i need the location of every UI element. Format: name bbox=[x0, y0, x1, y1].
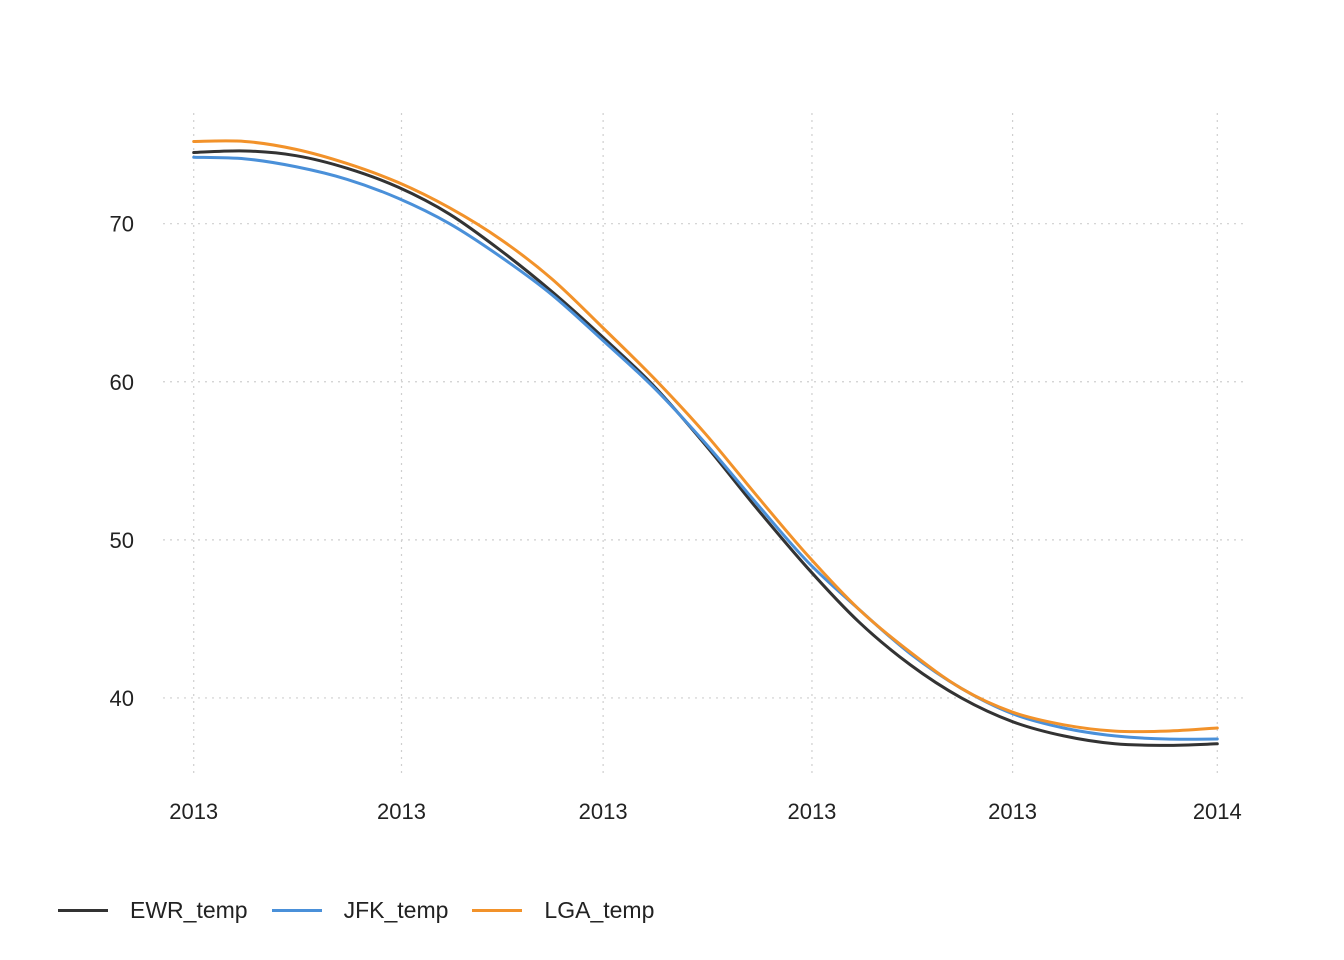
series-lines bbox=[192, 139, 1219, 747]
legend: EWR_temp JFK_temp LGA_temp bbox=[58, 890, 678, 930]
grid-lines bbox=[163, 113, 1248, 777]
legend-swatch bbox=[58, 908, 108, 912]
y-tick-label: 60 bbox=[110, 370, 134, 395]
y-tick-label: 40 bbox=[110, 686, 134, 711]
legend-item-lga-temp: LGA_temp bbox=[472, 897, 654, 924]
x-tick-label: 2013 bbox=[579, 799, 628, 824]
legend-swatch bbox=[472, 908, 523, 912]
x-tick-label: 2013 bbox=[169, 799, 218, 824]
y-tick-label: 70 bbox=[110, 212, 134, 237]
x-tick-label: 2013 bbox=[787, 799, 836, 824]
legend-item-ewr-temp: EWR_temp bbox=[58, 897, 248, 924]
legend-label: EWR_temp bbox=[130, 896, 248, 923]
series-line-ewr-temp bbox=[192, 149, 1219, 747]
series-line-jfk-temp bbox=[192, 155, 1219, 741]
legend-label: JFK_temp bbox=[343, 896, 449, 923]
y-axis-tick-labels: 40 50 60 70 bbox=[110, 212, 134, 711]
x-axis-tick-labels: 2013 2013 2013 2013 2013 2014 bbox=[169, 799, 1242, 824]
legend-swatch bbox=[271, 908, 322, 912]
legend-item-jfk-temp: JFK_temp bbox=[271, 896, 449, 924]
x-tick-label: 2013 bbox=[377, 799, 426, 824]
y-tick-label: 50 bbox=[110, 528, 134, 553]
x-tick-label: 2014 bbox=[1193, 799, 1242, 824]
legend-label: LGA_temp bbox=[544, 896, 655, 923]
series-line-lga-temp bbox=[192, 139, 1219, 734]
x-tick-label: 2013 bbox=[988, 799, 1037, 824]
